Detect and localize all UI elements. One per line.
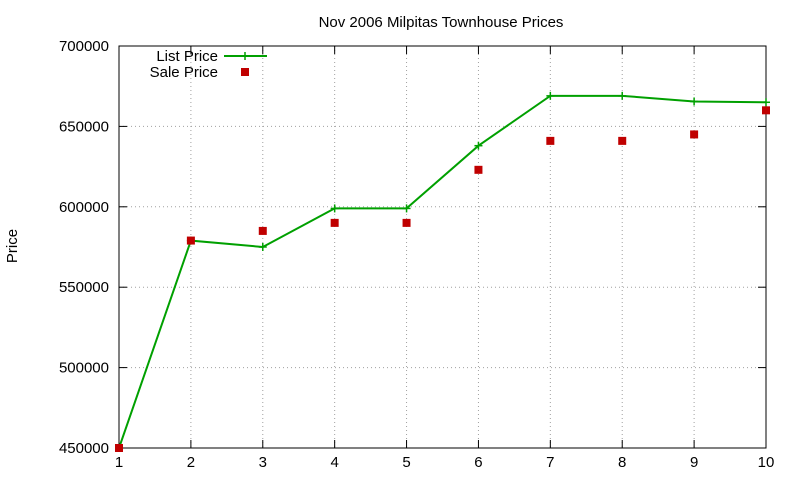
list-price-point xyxy=(546,91,555,100)
x-tick-label: 10 xyxy=(758,454,775,471)
legend-label-sale-price: Sale Price xyxy=(150,64,218,81)
sale-price-point xyxy=(618,136,627,145)
chart-title: Nov 2006 Milpitas Townhouse Prices xyxy=(319,14,564,31)
list-price-point xyxy=(330,204,339,213)
x-tick-label: 9 xyxy=(690,454,698,471)
x-tick-label: 1 xyxy=(115,454,123,471)
sale-price-point xyxy=(186,236,195,245)
plot-frame xyxy=(118,45,767,449)
x-tick-label: 7 xyxy=(546,454,554,471)
sale-price-point xyxy=(690,130,699,139)
sale-price-point xyxy=(258,226,267,235)
sale-price-point xyxy=(762,106,770,115)
list-price-point xyxy=(618,91,627,100)
x-tick-label: 3 xyxy=(259,454,267,471)
sale-price-point xyxy=(402,218,411,227)
sale-price-point xyxy=(474,165,483,174)
list-price-point xyxy=(258,243,267,251)
x-tick-label: 4 xyxy=(330,454,338,471)
x-tick-label: 8 xyxy=(618,454,626,471)
legend-swatch-sale-price xyxy=(241,68,249,76)
grid xyxy=(119,46,766,448)
x-tick-label: 5 xyxy=(402,454,410,471)
y-tick-label: 650000 xyxy=(59,118,109,135)
list-price-line xyxy=(118,94,767,449)
y-tick-label: 700000 xyxy=(59,38,109,55)
y-tick-label: 600000 xyxy=(59,199,109,216)
sale-price-point xyxy=(546,136,555,145)
y-axis-label: Price xyxy=(4,229,21,263)
list-price-point xyxy=(474,141,483,150)
legend-label-list-price: List Price xyxy=(156,48,218,65)
sale-price-point xyxy=(115,444,123,452)
y-tick-label: 450000 xyxy=(59,440,109,457)
x-tick-label: 2 xyxy=(187,454,195,471)
legend-swatch-list-price xyxy=(224,52,267,60)
y-tick-label: 500000 xyxy=(59,360,109,377)
list-price-point xyxy=(690,97,699,106)
y-tick-label: 550000 xyxy=(59,279,109,296)
list-price-point xyxy=(402,204,411,213)
sale-price-point xyxy=(330,218,339,227)
x-tick-label: 6 xyxy=(474,454,482,471)
axis-ticks: 1 2 3 4 5 6 7 8 9 10 450000 500000 550000 600000 65000… xyxy=(59,38,774,471)
list-price-point xyxy=(762,98,770,107)
series xyxy=(115,91,770,452)
